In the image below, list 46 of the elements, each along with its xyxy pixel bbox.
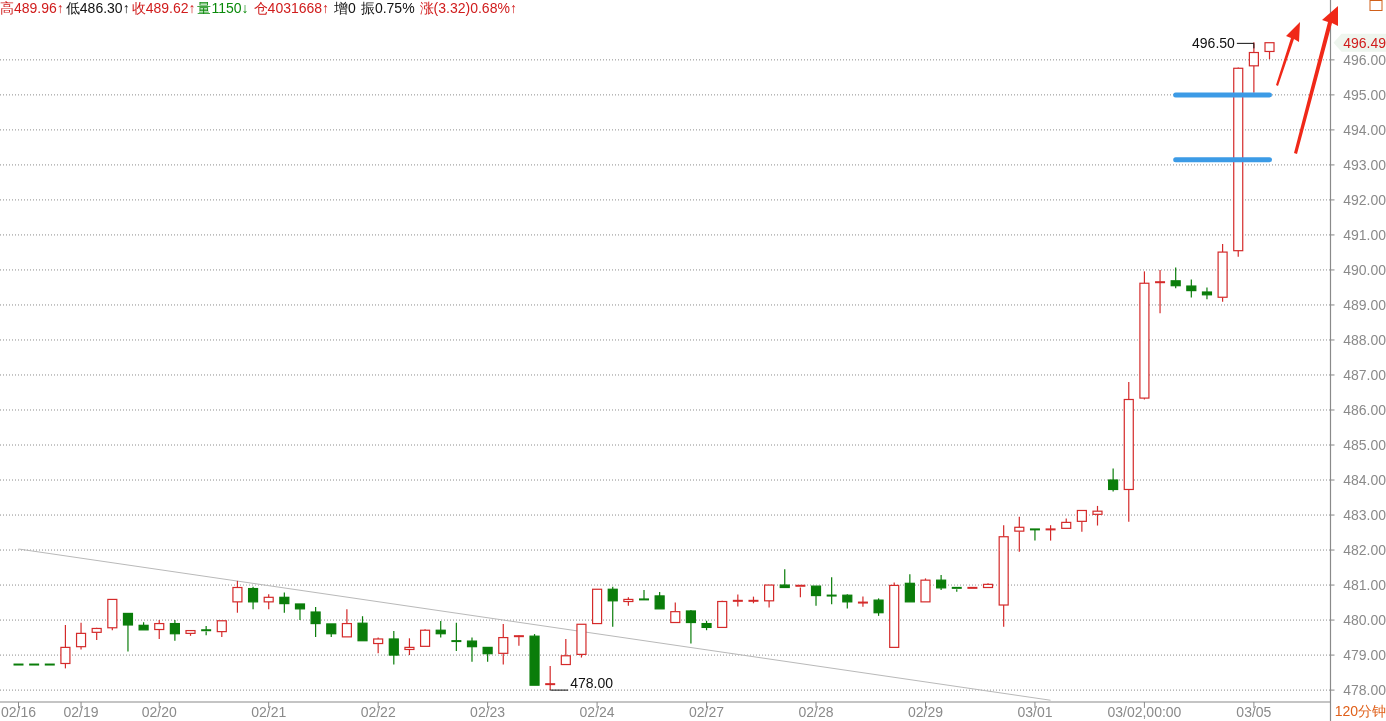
y-tick-label: 494.00 bbox=[1343, 121, 1386, 138]
y-tick-label: 486.00 bbox=[1343, 402, 1386, 418]
x-tick-label: 02/19 bbox=[63, 704, 99, 720]
annotation: 仓4031668↑ bbox=[253, 0, 330, 16]
y-tick-label: 495.00 bbox=[1343, 86, 1386, 103]
x-tick-label: 02/28 bbox=[798, 704, 834, 720]
x-tick-label: 02/21 bbox=[251, 704, 287, 720]
y-tick-label: 496.49 bbox=[1343, 34, 1386, 51]
y-tick-label: 488.00 bbox=[1343, 331, 1386, 348]
x-tick-label: 02/20 bbox=[141, 704, 177, 720]
x-tick-label: 02/22 bbox=[360, 704, 396, 720]
y-tick-label: 496.00 bbox=[1343, 51, 1386, 68]
annotation: 增0 bbox=[333, 0, 357, 16]
x-tick-label: 02/16 bbox=[0, 704, 37, 720]
text: 120分钟 bbox=[1334, 703, 1386, 719]
note-high: 496.50 bbox=[1192, 35, 1255, 52]
x-tick-label: 03/02,00:00 bbox=[1107, 704, 1182, 720]
y-tick-label: 479.00 bbox=[1343, 647, 1386, 664]
annotation: 478.00 bbox=[570, 675, 614, 692]
annotation: 高489.96↑ bbox=[0, 0, 64, 16]
annotation: 496.50 bbox=[1192, 35, 1236, 52]
x-tick-label: 02/24 bbox=[579, 704, 615, 720]
annotation: 涨(3.32)0.68%↑ bbox=[419, 0, 517, 16]
y-tick-label: 483.00 bbox=[1343, 507, 1386, 524]
y-tick-label: 480.00 bbox=[1343, 612, 1386, 629]
annotation: 低486.30↑ bbox=[65, 0, 130, 16]
x-tick-label: 03/01 bbox=[1017, 704, 1053, 720]
y-tick-label: 484.00 bbox=[1343, 472, 1386, 489]
y-tick-label: 481.00 bbox=[1343, 577, 1386, 594]
y-tick-label: 493.00 bbox=[1343, 156, 1386, 173]
y-tick-label: 491.00 bbox=[1343, 226, 1386, 243]
annotation: 收489.62↑ bbox=[131, 0, 196, 16]
y-tick-label: 478.00 bbox=[1343, 682, 1386, 699]
y-tick-label: 485.00 bbox=[1343, 437, 1386, 454]
x-tick-label: 02/27 bbox=[689, 704, 725, 720]
annotation: 量1150↓ bbox=[197, 0, 249, 16]
y-tick-label: 489.00 bbox=[1343, 296, 1386, 313]
x-tick-label: 03/05 bbox=[1236, 704, 1272, 720]
annotation: 振0.75% bbox=[360, 0, 415, 16]
y-tick-label: 482.00 bbox=[1343, 542, 1386, 559]
note-low: 478.00 bbox=[549, 675, 613, 692]
x-tick-label: 02/23 bbox=[470, 704, 506, 720]
y-tick-label: 487.00 bbox=[1343, 366, 1386, 383]
x-tick-label: 02/29 bbox=[907, 704, 944, 720]
y-tick-label: 492.00 bbox=[1343, 191, 1386, 208]
y-tick-label: 490.00 bbox=[1343, 261, 1386, 278]
